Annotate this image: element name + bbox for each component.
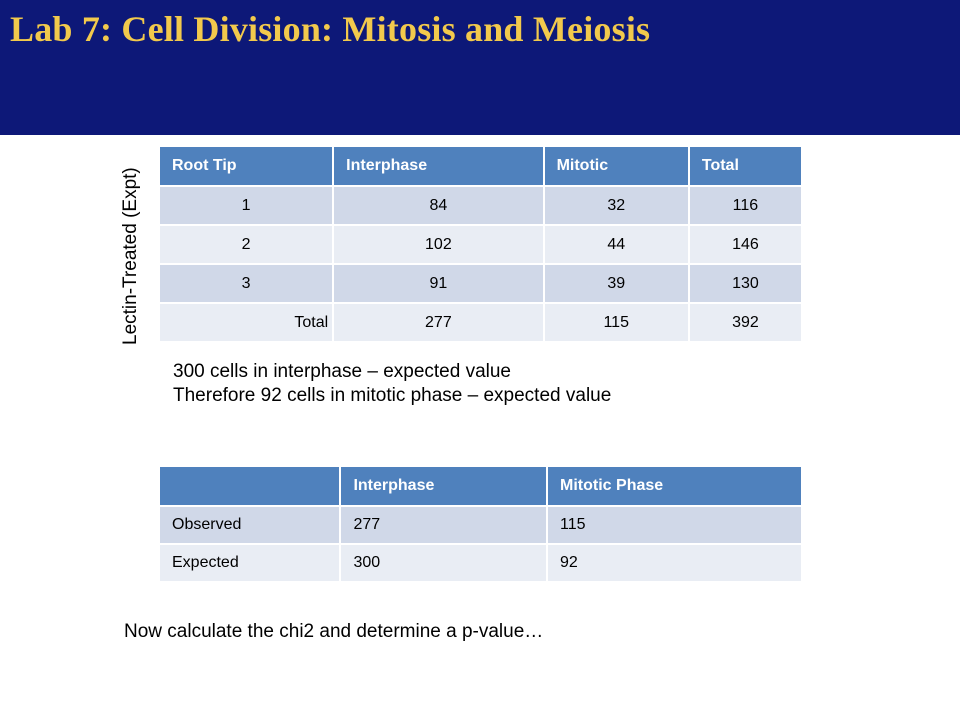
side-label: Lectin-Treated (Expt) xyxy=(120,167,141,345)
table-cell: 115 xyxy=(546,505,803,545)
table-row: 1 84 32 116 xyxy=(157,185,804,226)
table-cell: 32 xyxy=(542,185,690,226)
table-cell: 392 xyxy=(687,302,804,343)
table-header-row: Interphase Mitotic Phase xyxy=(157,465,803,507)
table-row: 3 91 39 130 xyxy=(157,263,804,304)
table-cell: 3 xyxy=(157,263,335,304)
table-row: 2 102 44 146 xyxy=(157,224,804,265)
table-cell: 102 xyxy=(332,224,545,265)
note-line: 300 cells in interphase – expected value xyxy=(173,361,512,382)
footer-instruction: Now calculate the chi2 and determine a p… xyxy=(124,621,544,642)
table-header-row: Root Tip Interphase Mitotic Total xyxy=(157,145,804,187)
table-header-cell: Mitotic xyxy=(542,145,690,187)
table-header-cell: Mitotic Phase xyxy=(546,465,803,507)
table-row: Expected 300 92 xyxy=(157,543,803,583)
table-cell: 277 xyxy=(339,505,549,545)
table-header-cell: Root Tip xyxy=(157,145,335,187)
table-cell: 44 xyxy=(542,224,690,265)
table-cell: Observed xyxy=(157,505,342,545)
table-row: Observed 277 115 xyxy=(157,505,803,545)
table-cell: Expected xyxy=(157,543,342,583)
table-total-row: Total 277 115 392 xyxy=(157,302,804,343)
table-cell: 91 xyxy=(332,263,545,304)
table-cell: 84 xyxy=(332,185,545,226)
table-cell: 116 xyxy=(687,185,804,226)
table-cell: 277 xyxy=(332,302,545,343)
slide-title: Lab 7: Cell Division: Mitosis and Meiosi… xyxy=(10,9,651,49)
table-header-cell: Interphase xyxy=(339,465,549,507)
header-bar xyxy=(0,0,960,135)
expected-value-note: 300 cells in interphase – expected value… xyxy=(173,360,611,408)
table-header-cell: Total xyxy=(687,145,804,187)
note-line: Therefore 92 cells in mitotic phase – ex… xyxy=(173,385,612,406)
table-cell: 146 xyxy=(687,224,804,265)
table-cell: 92 xyxy=(546,543,803,583)
table-header-cell xyxy=(157,465,342,507)
table-cell: 300 xyxy=(339,543,549,583)
side-label-container: Lectin-Treated (Expt) xyxy=(118,135,148,345)
table-cell: 1 xyxy=(157,185,335,226)
root-tip-counts-table: Root Tip Interphase Mitotic Total 1 84 3… xyxy=(157,145,804,343)
table-cell: 2 xyxy=(157,224,335,265)
table-cell: 39 xyxy=(542,263,690,304)
table-cell: Total xyxy=(157,302,335,343)
table-header-cell: Interphase xyxy=(332,145,545,187)
table-cell: 115 xyxy=(542,302,690,343)
observed-expected-table: Interphase Mitotic Phase Observed 277 11… xyxy=(157,465,803,583)
table-cell: 130 xyxy=(687,263,804,304)
